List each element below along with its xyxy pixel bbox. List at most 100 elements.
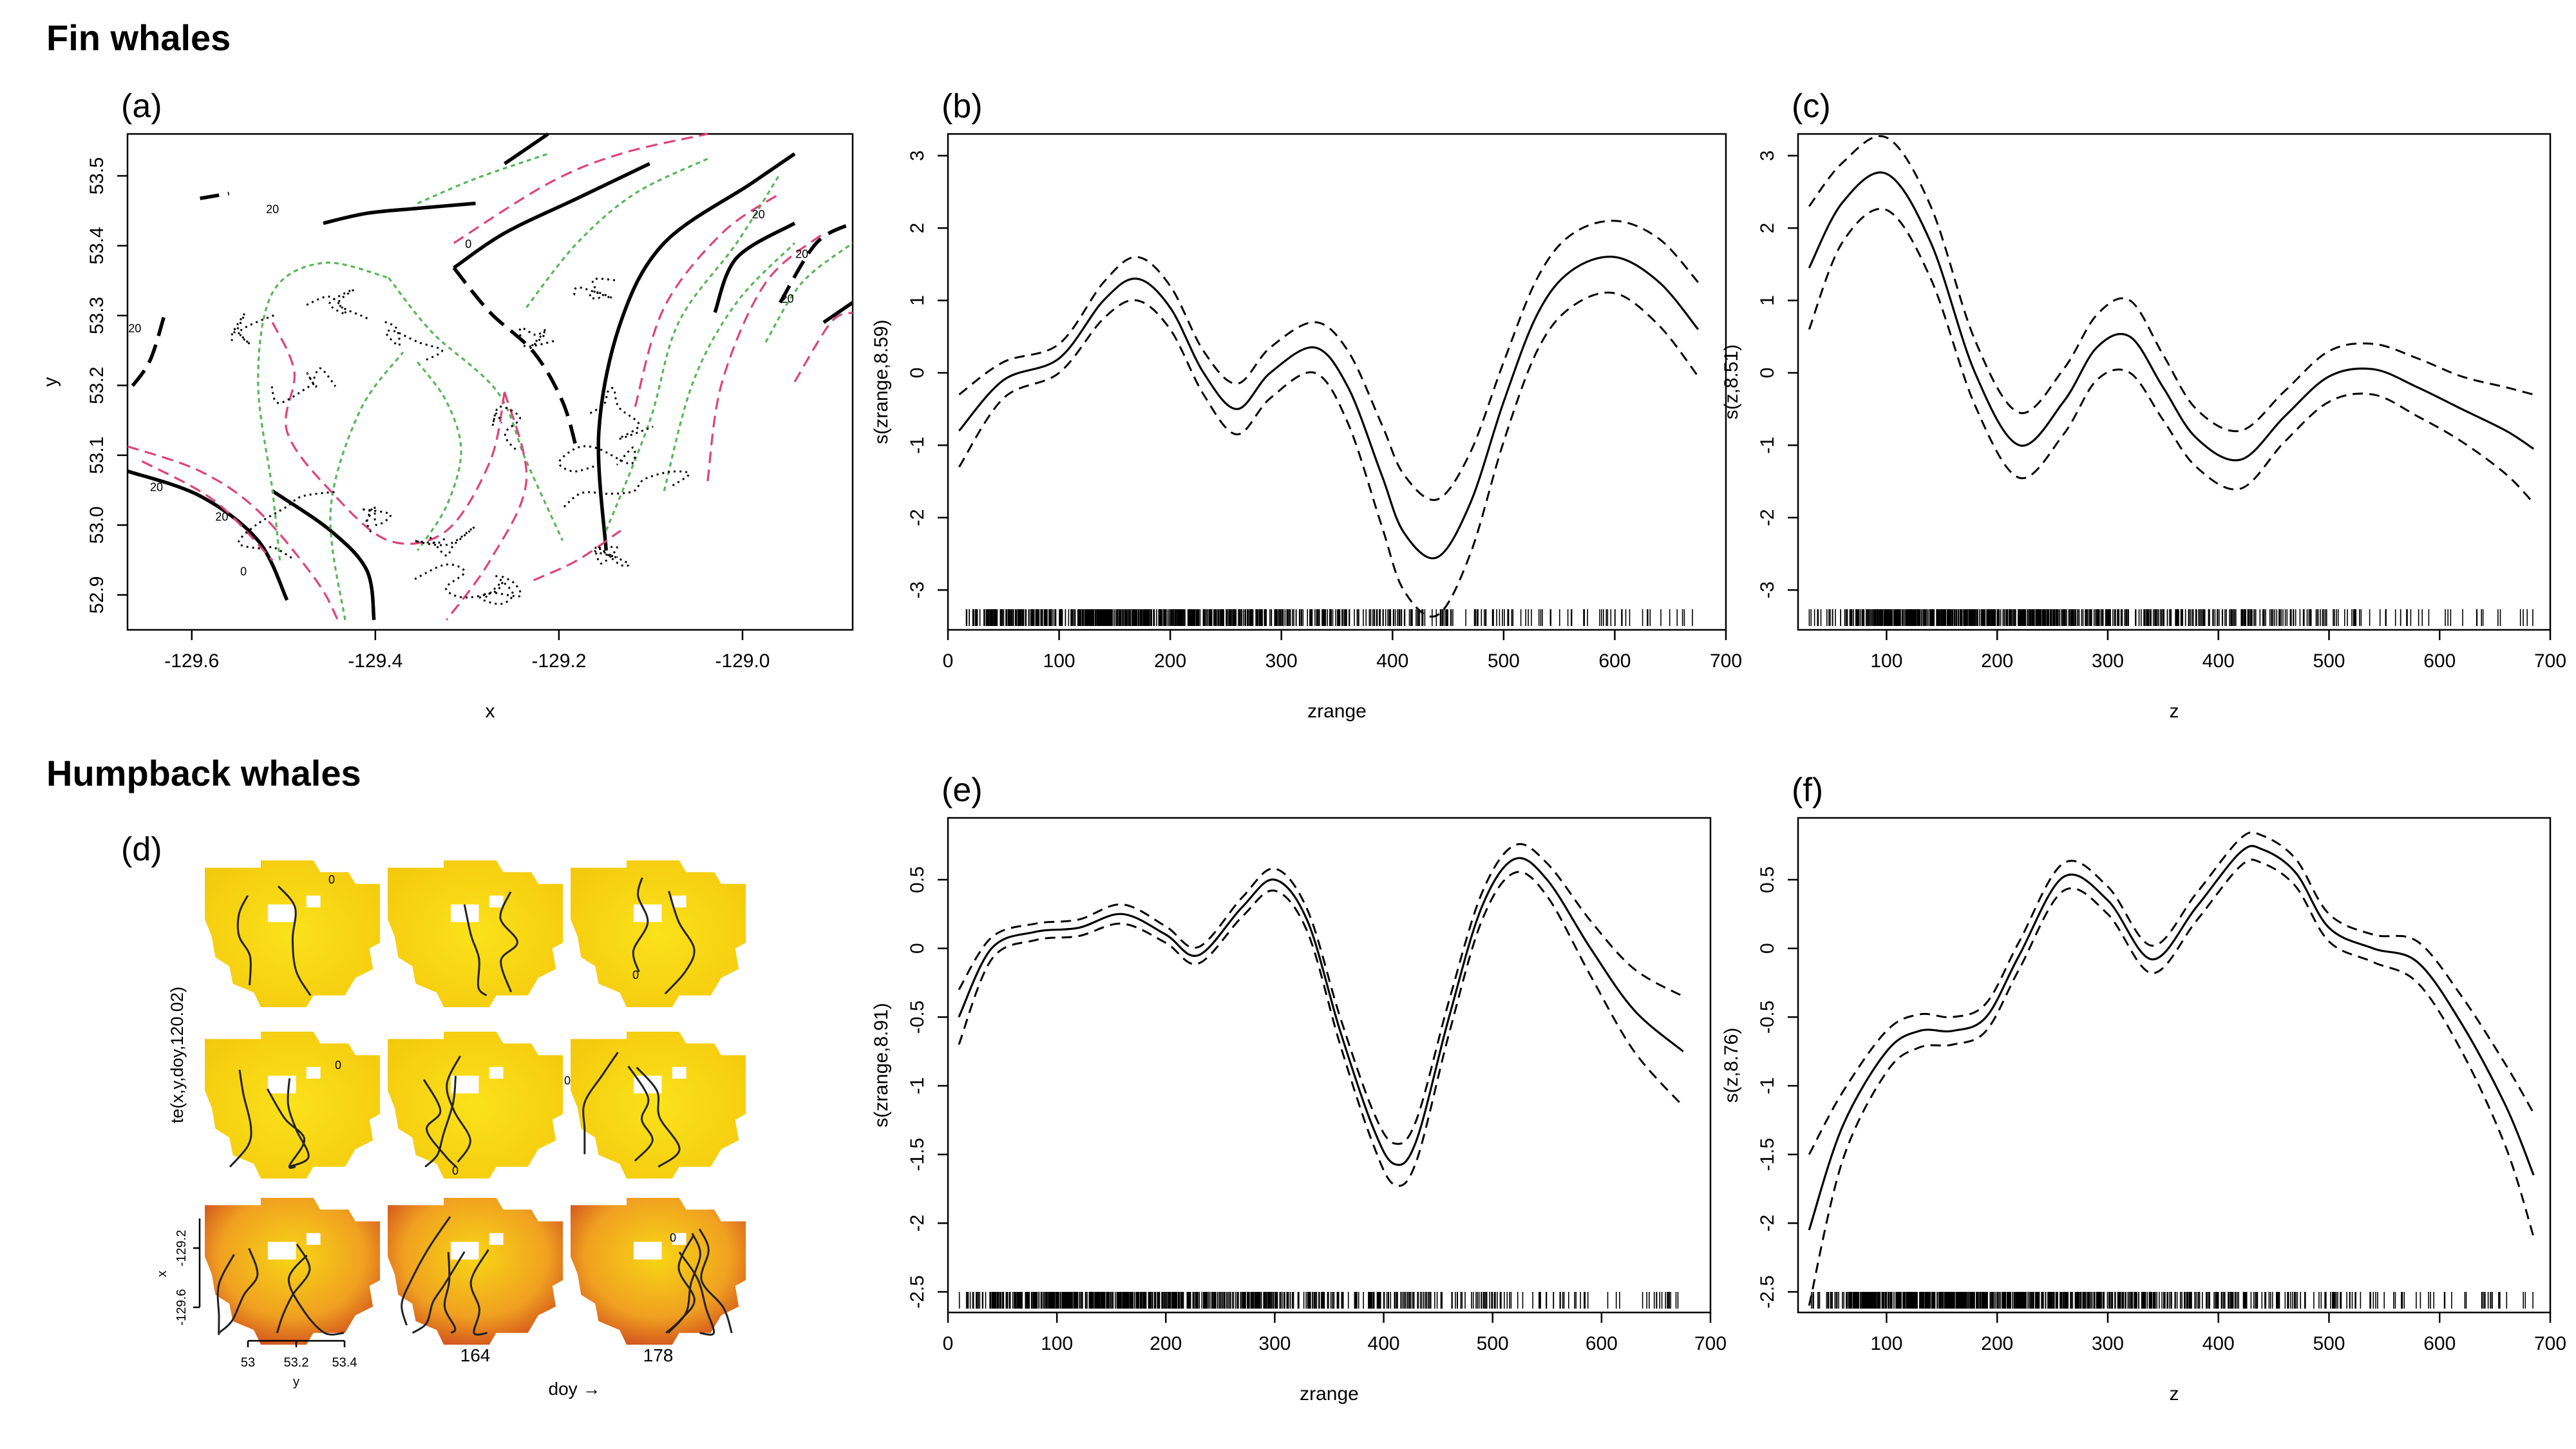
y-tick-label: 0 (907, 943, 928, 954)
x-tick-label: -129.2 (531, 650, 586, 672)
panel-label: (b) (942, 88, 983, 125)
heatmap-contour-label: 0 (670, 1231, 676, 1244)
x-tick-label: -129.4 (348, 650, 402, 672)
x-tick-label: 300 (2092, 650, 2124, 672)
heatmap-tile (388, 860, 563, 1007)
survey-track (306, 289, 369, 320)
plot-frame (947, 133, 1727, 631)
x-axis-label: x (486, 701, 495, 722)
x-tick-label: 100 (1043, 650, 1075, 672)
inner-x-tick-label: 53.4 (332, 1356, 357, 1370)
x-tick-label: 400 (2202, 650, 2235, 672)
y-tick-label: -2 (1757, 1215, 1778, 1232)
heatmap-hole (306, 1233, 321, 1245)
contour-label: 20 (266, 203, 279, 216)
lower-contour (793, 311, 853, 383)
heatmap-contour (236, 895, 252, 985)
upper-ci-line (1808, 135, 2534, 433)
panel-d: (d) te(x,y,doy,120.02) 0 0 0 0 0 0 -129.2 -129.6 x… (121, 831, 746, 1399)
panel-label: (c) (1792, 88, 1831, 125)
x-tick-label: 600 (2423, 650, 2456, 672)
x-tick-label: 300 (1258, 1333, 1291, 1354)
survey-track (563, 470, 690, 508)
y-tick-label: 53.3 (86, 297, 108, 334)
lower-contour (141, 460, 274, 562)
x-tick-label: 700 (1710, 650, 1742, 672)
lower-contour (453, 133, 708, 244)
upper-contour (663, 242, 796, 491)
inner-y-axis-label: x (155, 1271, 169, 1277)
heatmap-hole (672, 1066, 687, 1079)
lower-ci-line (958, 871, 1684, 1187)
lower-contour (533, 529, 621, 582)
lower-ci-line (958, 291, 1700, 618)
fit-line (958, 256, 1700, 560)
heatmap-contour-label: 0 (328, 873, 335, 886)
y-tick-label: -2 (907, 509, 928, 526)
y-tick-label: 3 (1757, 150, 1778, 161)
heatmap-contour (287, 1078, 310, 1168)
x-tick-label: 700 (1694, 1333, 1727, 1354)
x-axis-label: doy → (549, 1379, 601, 1399)
x-tick-label: 100 (1870, 1333, 1902, 1354)
heatmap-tile (388, 1032, 563, 1179)
heatmap-hole (489, 895, 504, 907)
heatmap-hole (489, 1233, 504, 1245)
x-tick-label: 500 (1488, 650, 1520, 672)
mean-contour (596, 152, 796, 551)
heatmap-contour (412, 1251, 466, 1334)
panel-label: (a) (121, 88, 162, 125)
survey-track (413, 526, 476, 557)
rug-marks (1811, 1292, 2533, 1309)
mean-contour (271, 489, 376, 620)
x-axis-label: z (2170, 701, 2179, 722)
heatmap-contour-label: 0 (564, 1074, 571, 1087)
x-tick-label: 600 (1598, 650, 1631, 672)
y-tick-label: -1 (907, 1077, 928, 1095)
panel-label: (f) (1792, 772, 1823, 809)
survey-track (573, 278, 616, 300)
heatmap-tile (571, 1198, 746, 1345)
fin-whales-title: Fin whales (46, 17, 231, 58)
y-tick-label: 1 (1757, 295, 1778, 306)
x-tick-label: 400 (1368, 1333, 1400, 1354)
mean-contour (503, 132, 549, 166)
heatmap-contour (664, 891, 696, 995)
y-tick-label: -0.5 (1757, 1000, 1778, 1034)
x-tick-label: 700 (2534, 1333, 2566, 1354)
inner-x-axis-label: y (293, 1375, 299, 1389)
heatmap-contour (229, 1069, 252, 1168)
heatmap-contour (266, 1088, 306, 1169)
heatmap-tile (205, 1032, 380, 1179)
upper-ci-line (1808, 831, 2535, 1155)
inner-y-tick-label: -129.6 (175, 1289, 189, 1326)
contour-label: 20 (781, 292, 794, 305)
y-tick-label: 2 (1757, 223, 1778, 234)
survey-track (384, 321, 443, 361)
y-axis-label: te(x,y,doy,120.02) (167, 987, 187, 1123)
survey-track (594, 545, 630, 567)
x-axis-label: zrange (1307, 701, 1367, 722)
upper-contour (388, 277, 564, 542)
y-tick-label: 0 (907, 368, 928, 379)
mean-contour (127, 469, 289, 601)
y-tick-label: 0 (1757, 943, 1778, 954)
heatmap-contour (443, 1252, 457, 1334)
panel-e: (e) 0 100 200 300 400 500 600 700 -2.5 -2 -1.5 -1 -0.… (871, 772, 1727, 1405)
doy-label: 164 (460, 1345, 491, 1365)
heatmap-contour (463, 904, 488, 997)
heatmap-contour (216, 1254, 235, 1336)
panel-c: (c) 100 200 300 400 500 600 700 -3 -2 -1 0 1 2 3 z s(z,8… (1721, 88, 2566, 722)
y-axis-label: s(z,8.76) (1721, 1028, 1742, 1103)
lower-ci-line (1808, 858, 2535, 1306)
x-axis-label: zrange (1300, 1383, 1359, 1405)
heatmap-contour (632, 877, 649, 972)
heatmap-contour (698, 1228, 733, 1334)
upper-contour (764, 242, 853, 343)
heatmap-contour (218, 1247, 259, 1334)
survey-track (589, 386, 654, 440)
y-tick-label: 52.9 (86, 576, 108, 614)
panel-b: (b) 0 100 200 300 400 500 600 700 -3 -2 -1 0 1 2 3 zrang… (871, 88, 1742, 722)
heatmap-contour (277, 886, 312, 996)
upper-contour (417, 361, 462, 551)
